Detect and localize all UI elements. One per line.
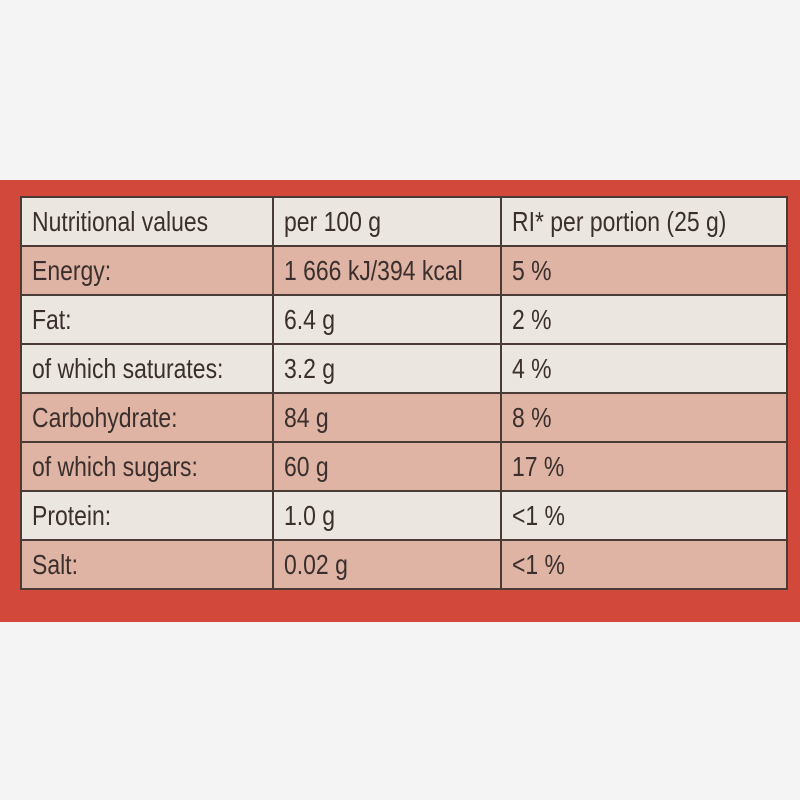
table-cell: Fat: [20,294,274,345]
table-row: Energy: 1 666 kJ/394 kcal 5 % [20,245,788,296]
cell-text: 1.0 g [284,499,336,531]
table-cell: 2 % [500,294,788,345]
cell-text: 17 % [512,450,565,482]
table-row: of which saturates: 3.2 g 4 % [20,343,788,394]
table-cell: per 100 g [272,196,502,247]
cell-text: RI* per portion (25 g) [512,205,727,237]
table-cell: RI* per portion (25 g) [500,196,788,247]
cell-text: 8 % [512,401,552,433]
cell-text: 3.2 g [284,352,336,384]
cell-text: Protein: [32,499,112,531]
table-cell: 84 g [272,392,502,443]
table-cell: Protein: [20,490,274,541]
cell-text: 4 % [512,352,552,384]
cell-text: 2 % [512,303,552,335]
table-row: of which sugars: 60 g 17 % [20,441,788,492]
nutrition-table: Nutritional values per 100 g RI* per porti… [20,196,788,590]
cell-text: per 100 g [284,205,382,237]
table-cell: <1 % [500,539,788,590]
cell-text: of which saturates: [32,352,224,384]
table-cell: Nutritional values [20,196,274,247]
table-cell: of which saturates: [20,343,274,394]
cell-text: Energy: [32,254,112,286]
table-cell: 0.02 g [272,539,502,590]
table-cell: 3.2 g [272,343,502,394]
cell-text: Fat: [32,303,72,335]
table-cell: 5 % [500,245,788,296]
header-row: Nutritional values per 100 g RI* per porti… [20,196,788,247]
table-row: Salt: 0.02 g <1 % [20,539,788,590]
cell-text: 6.4 g [284,303,336,335]
table-cell: Energy: [20,245,274,296]
cell-text: <1 % [512,548,565,580]
table-cell: Salt: [20,539,274,590]
cell-text: 84 g [284,401,329,433]
cell-text: Carbohydrate: [32,401,178,433]
cell-text: <1 % [512,499,565,531]
table-row: Protein: 1.0 g <1 % [20,490,788,541]
table-cell: 1 666 kJ/394 kcal [272,245,502,296]
table-cell: 4 % [500,343,788,394]
cell-text: 5 % [512,254,552,286]
table-cell: 6.4 g [272,294,502,345]
table-cell: Carbohydrate: [20,392,274,443]
table-cell: 1.0 g [272,490,502,541]
table-cell: 60 g [272,441,502,492]
table-cell: of which sugars: [20,441,274,492]
cell-text: 1 666 kJ/394 kcal [284,254,463,286]
cell-text: 60 g [284,450,329,482]
table-cell: 8 % [500,392,788,443]
cell-text: Salt: [32,548,78,580]
table-row: Carbohydrate: 84 g 8 % [20,392,788,443]
cell-text: 0.02 g [284,548,348,580]
table-row: Fat: 6.4 g 2 % [20,294,788,345]
cell-text: Nutritional values [32,205,209,237]
table-cell: 17 % [500,441,788,492]
cell-text: of which sugars: [32,450,198,482]
table-cell: <1 % [500,490,788,541]
